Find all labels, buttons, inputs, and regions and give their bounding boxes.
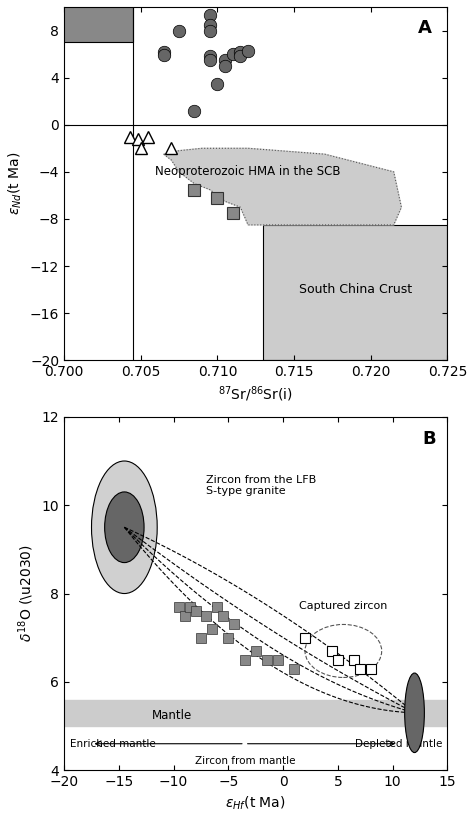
Ellipse shape — [405, 673, 424, 753]
Text: A: A — [418, 19, 432, 37]
Ellipse shape — [105, 492, 144, 563]
Text: Zircon from mantle: Zircon from mantle — [194, 757, 295, 767]
Ellipse shape — [91, 461, 157, 594]
Bar — [64, 699, 447, 726]
Text: Depleted mantle: Depleted mantle — [355, 739, 442, 749]
Bar — [64, 7, 133, 43]
Text: Neoproterozoic HMA in the SCB: Neoproterozoic HMA in the SCB — [155, 165, 341, 179]
Text: Zircon from the LFB
S-type granite: Zircon from the LFB S-type granite — [207, 475, 317, 496]
Text: Enriched mantle: Enriched mantle — [70, 739, 155, 749]
X-axis label: $^{87}$Sr/$^{86}$Sr(i): $^{87}$Sr/$^{86}$Sr(i) — [218, 385, 293, 405]
Bar — [264, 225, 447, 360]
Text: Mantle: Mantle — [152, 708, 192, 722]
Y-axis label: $\delta^{18}$O (\u2030): $\delta^{18}$O (\u2030) — [17, 545, 36, 642]
X-axis label: $\varepsilon_{Hf}$(t Ma): $\varepsilon_{Hf}$(t Ma) — [226, 794, 286, 812]
Polygon shape — [164, 148, 401, 225]
Text: DM: DM — [89, 18, 109, 31]
Text: South China Crust: South China Crust — [299, 283, 412, 296]
Text: B: B — [423, 430, 437, 448]
Text: Captured zircon: Captured zircon — [299, 601, 388, 611]
Y-axis label: $\varepsilon_{Nd}$(t Ma): $\varepsilon_{Nd}$(t Ma) — [7, 152, 24, 215]
